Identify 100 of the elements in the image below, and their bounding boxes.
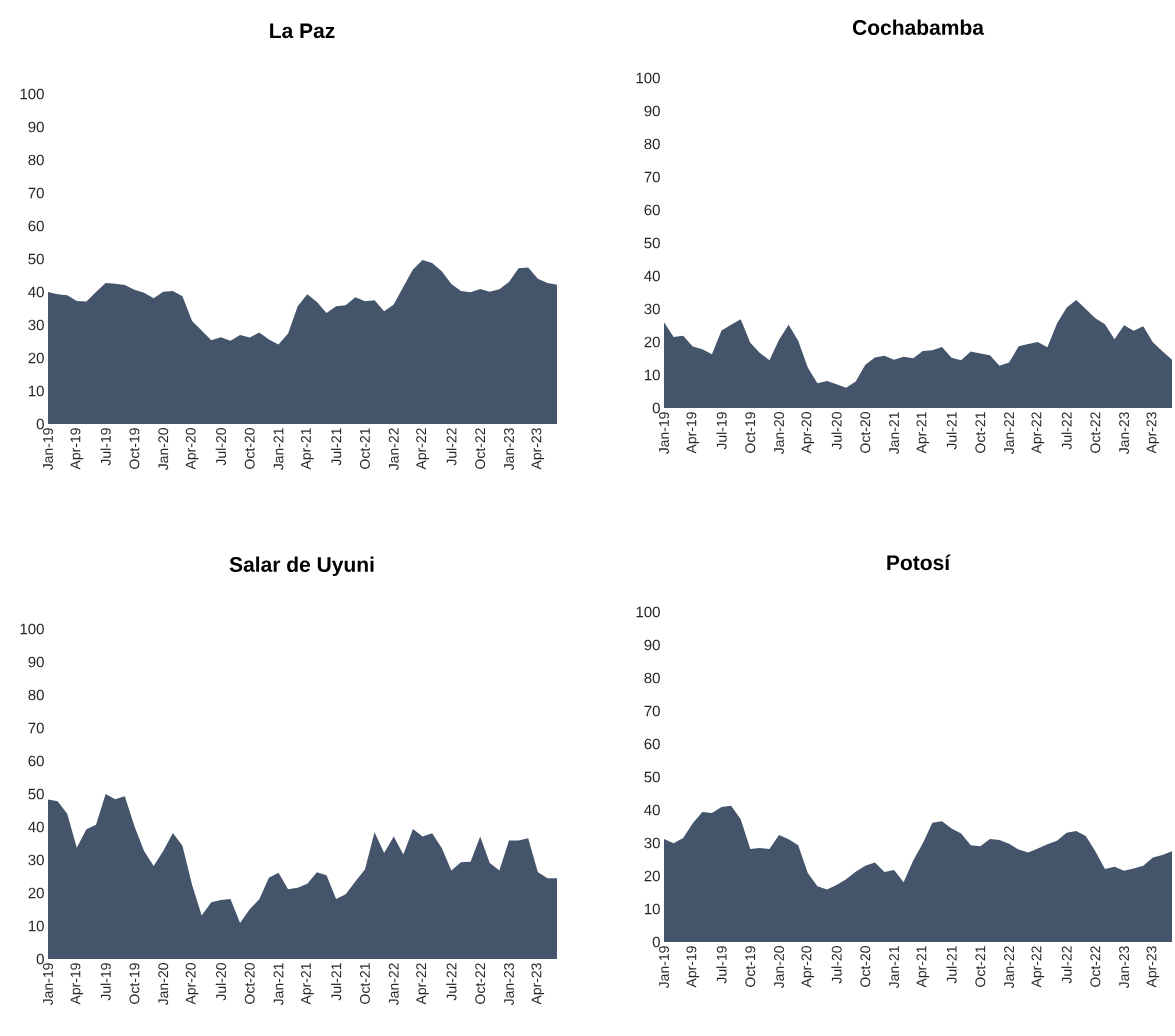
y-tick-label: 100 [636, 72, 660, 84]
y-tick-label: 10 [644, 903, 660, 915]
x-tick-label: Jan-21 [889, 946, 900, 989]
y-tick-label: 20 [28, 352, 44, 364]
y-tick-label: 80 [28, 154, 44, 166]
y-tick-label: 20 [28, 887, 44, 899]
x-tick-label: Jan-21 [273, 428, 284, 471]
x-tick-label: Jul-20 [215, 963, 227, 1001]
x-tick-label: Apr-20 [185, 428, 199, 470]
y-tick-label: 0 [36, 418, 44, 430]
x-tick-label: Apr-20 [801, 946, 815, 988]
x-tick-label: Jan-21 [889, 412, 900, 455]
y-tick-label: 70 [28, 722, 44, 734]
x-tick-label: Apr-21 [300, 428, 314, 470]
y-tick-label: 60 [28, 220, 44, 232]
x-tick-label: Jul-22 [1061, 412, 1072, 450]
x-tick-label: Oct-20 [244, 963, 255, 1004]
x-tick-label: Jul-19 [716, 412, 727, 450]
x-tick-label: Apr-19 [686, 412, 700, 454]
x-tick-label: Apr-20 [185, 963, 199, 1005]
x-tick-label: Apr-21 [916, 946, 930, 988]
y-tick-label: 0 [652, 402, 660, 414]
x-tick-label: Jan-22 [388, 963, 399, 1006]
x-tick-label: Jan-23 [1119, 412, 1130, 455]
x-tick-label: Oct-19 [745, 412, 756, 453]
y-tick-label: 40 [28, 821, 44, 833]
x-tick-label: Jan-20 [158, 963, 169, 1006]
x-tick-label: Apr-21 [916, 412, 930, 454]
y-tick-label: 90 [28, 121, 44, 133]
y-tick-label: 30 [644, 837, 660, 849]
x-tick-label: Apr-20 [801, 412, 815, 454]
x-tick-label: Jul-20 [215, 428, 227, 466]
x-tick-label: Apr-23 [1146, 946, 1160, 988]
x-tick-label: Oct-19 [745, 946, 756, 987]
y-tick-label: 90 [28, 656, 44, 668]
x-tick-label: Jul-20 [831, 412, 842, 450]
y-tick-label: 100 [636, 606, 660, 618]
x-tick-label: Oct-21 [359, 963, 370, 1004]
y-tick-label: 30 [28, 854, 44, 866]
y-tick-label: 60 [644, 738, 660, 750]
x-tick-label: Oct-22 [1090, 946, 1101, 987]
x-tick-label: Jul-19 [100, 963, 111, 1001]
x-tick-label: Jan-20 [774, 412, 784, 455]
chart-title: Potosí [887, 554, 951, 571]
y-tick-label: 80 [644, 138, 660, 150]
x-tick-label: Oct-22 [475, 963, 486, 1004]
x-tick-label: Apr-21 [300, 963, 314, 1005]
x-tick-label: Jan-19 [659, 946, 669, 989]
y-tick-label: 40 [644, 804, 660, 816]
x-tick-label: Jan-22 [1004, 412, 1015, 455]
x-tick-label: Jan-23 [504, 963, 514, 1006]
chart-title: Cochabamba [852, 19, 985, 35]
x-tick-label: Jul-22 [446, 963, 457, 1001]
x-tick-label: Jan-23 [504, 428, 514, 471]
y-tick-label: 100 [20, 623, 44, 635]
x-tick-label: Jan-22 [1004, 946, 1015, 989]
x-tick-label: Apr-22 [416, 428, 429, 470]
y-tick-label: 60 [28, 755, 44, 767]
x-tick-label: Apr-19 [70, 428, 84, 470]
x-tick-label: Oct-20 [860, 412, 871, 453]
y-tick-label: 100 [20, 88, 44, 100]
x-tick-label: Jan-19 [659, 412, 669, 455]
y-tick-label: 40 [28, 286, 44, 298]
y-tick-label: 0 [652, 936, 660, 948]
y-tick-label: 20 [644, 336, 660, 348]
x-tick-label: Jan-22 [388, 428, 399, 471]
x-tick-label: Apr-22 [1031, 412, 1045, 454]
x-tick-label: Jul-21 [330, 428, 342, 466]
x-tick-label: Jan-23 [1119, 946, 1130, 989]
x-tick-label: Oct-19 [129, 963, 140, 1004]
y-tick-label: 90 [644, 105, 660, 117]
x-tick-label: Oct-21 [975, 946, 986, 987]
y-tick-label: 40 [644, 270, 660, 282]
y-tick-label: 70 [644, 705, 660, 717]
x-tick-label: Jul-20 [831, 946, 842, 984]
x-tick-label: Jul-22 [446, 428, 457, 466]
x-tick-label: Jan-19 [43, 428, 53, 471]
y-tick-label: 0 [36, 953, 44, 965]
x-tick-label: Oct-20 [244, 428, 255, 469]
x-tick-label: Oct-20 [860, 946, 871, 987]
x-tick-label: Apr-22 [416, 963, 429, 1005]
y-tick-label: 10 [644, 369, 660, 381]
y-tick-label: 80 [644, 672, 660, 684]
y-tick-label: 60 [644, 204, 660, 216]
x-tick-label: Jan-20 [774, 946, 784, 989]
chart-title: La Paz [270, 23, 335, 39]
x-tick-label: Oct-21 [975, 412, 986, 453]
x-tick-label: Jul-19 [100, 428, 111, 466]
x-tick-label: Oct-22 [475, 428, 486, 469]
y-tick-label: 10 [28, 920, 44, 932]
x-tick-label: Jan-19 [43, 963, 53, 1006]
x-tick-label: Oct-19 [129, 428, 140, 469]
x-tick-label: Jul-21 [946, 946, 957, 984]
y-tick-label: 20 [644, 870, 660, 882]
y-tick-label: 50 [28, 253, 44, 265]
y-tick-label: 70 [28, 187, 44, 199]
y-tick-label: 50 [644, 771, 660, 783]
y-tick-label: 80 [28, 689, 44, 701]
x-tick-label: Apr-23 [531, 428, 545, 470]
y-tick-label: 50 [644, 237, 660, 249]
